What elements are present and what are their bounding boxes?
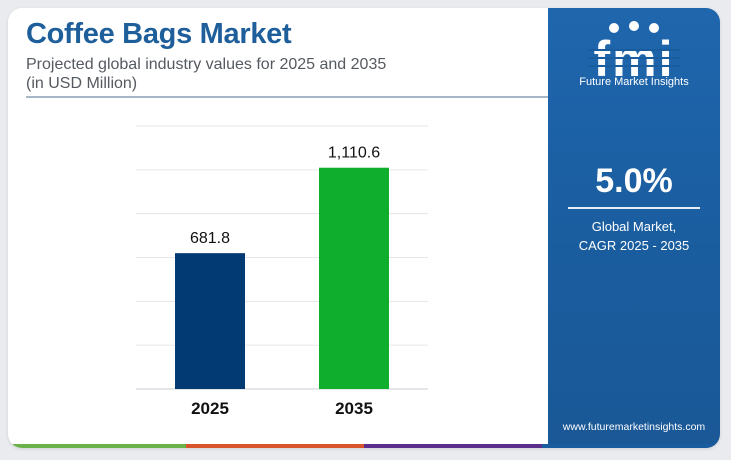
cagr-label-line-1: Global Market, [591, 219, 677, 234]
footer-segment-orange [186, 444, 364, 448]
chart-card: Coffee Bags Market Projected global indu… [8, 8, 720, 448]
brand-name: Future Market Insights [579, 76, 689, 88]
stats-panel: fmi Future Market Insights 5.0% Global M… [548, 8, 720, 448]
chart-subtitle: Projected global industry values for 202… [26, 55, 546, 93]
bar-2025 [175, 253, 245, 389]
footer-segment-green [8, 444, 186, 448]
bar-chart: 681.8 2025 1,110.6 2035 [136, 125, 428, 418]
chart-title: Coffee Bags Market [26, 18, 292, 50]
category-label-2025: 2025 [191, 399, 229, 418]
value-label-2025: 681.8 [190, 230, 230, 247]
value-label-2035: 1,110.6 [328, 145, 380, 162]
website-link[interactable]: www.futuremarketinsights.com [562, 421, 706, 433]
chart-labels: 681.8 2025 1,110.6 2035 [190, 145, 380, 418]
cagr-label: Global Market, CAGR 2025 - 2035 [548, 217, 720, 255]
fmi-logo: fmi [588, 21, 680, 87]
footer-segment-purple [364, 444, 542, 448]
category-label-2035: 2035 [335, 399, 373, 418]
chart-bars [175, 167, 389, 389]
cagr-label-line-2: CAGR 2025 - 2035 [578, 238, 690, 253]
cagr-value: 5.0% [595, 162, 673, 200]
subtitle-line-2: (in USD Million) [26, 75, 138, 92]
footer-color-bar [8, 444, 720, 448]
footer-segment-blue [542, 444, 720, 448]
subtitle-line-1: Projected global industry values for 202… [26, 56, 387, 73]
cagr-divider [568, 207, 700, 209]
title-divider [26, 96, 549, 98]
bar-2035 [319, 167, 389, 389]
